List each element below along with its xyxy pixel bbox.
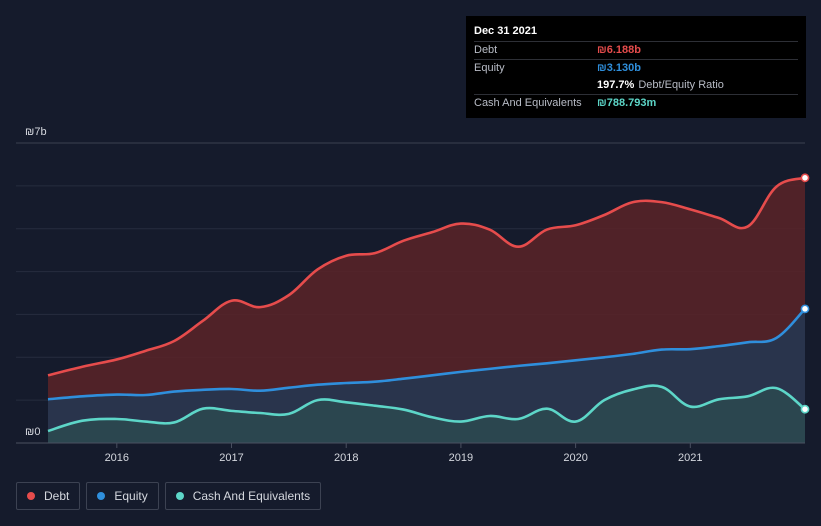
tooltip-debt-label: Debt	[474, 44, 498, 56]
debt-end-point[interactable]	[800, 173, 810, 183]
legend-item-cash[interactable]: Cash And Equivalents	[164, 482, 322, 510]
tooltip-ratio-value: 197.7%	[597, 79, 635, 91]
legend-equity-label: Equity	[114, 489, 148, 503]
tooltip-equity-row: Equity ₪3.130b	[474, 59, 798, 77]
series-end-markers	[800, 173, 810, 414]
tooltip-equity-label: Equity	[474, 62, 505, 74]
tooltip-debt-row: Debt ₪6.188b	[474, 41, 798, 59]
tooltip-date: Dec 31 2021	[474, 25, 537, 37]
tooltip-cash-value: ₪788.793m	[597, 97, 657, 109]
x-axis-ticks: 2016 2017 2018 2019 2020 2021	[105, 443, 703, 464]
cash-line	[47, 384, 806, 433]
legend-debt-label: Debt	[44, 489, 70, 503]
equity-end-point[interactable]	[800, 304, 810, 314]
tooltip-equity-value: ₪3.130b	[597, 62, 641, 74]
x-tick-label: 2018	[334, 452, 358, 464]
legend-cash-dot-icon	[175, 492, 184, 500]
cash-area	[48, 385, 805, 443]
legend-cash-label: Cash And Equivalents	[192, 489, 311, 503]
x-tick-label: 2016	[105, 452, 129, 464]
legend-debt-dot-icon	[27, 492, 35, 500]
x-tick-label: 2017	[219, 452, 243, 464]
series-areas	[48, 177, 805, 444]
tooltip-ratio-label: Debt/Equity Ratio	[638, 79, 724, 91]
debt-line	[47, 176, 806, 377]
tooltip-ratio-row: 197.7% Debt/Equity Ratio	[474, 77, 798, 94]
legend-item-debt[interactable]: Debt	[16, 482, 81, 510]
tooltip-panel: Dec 31 2021 Debt ₪6.188b Equity ₪3.130b …	[466, 16, 806, 118]
y-axis-min-label: ₪0	[25, 426, 40, 438]
y-axis-max-label: ₪7b	[25, 126, 47, 138]
x-tick-label: 2019	[449, 452, 473, 464]
chart-legend: Debt Equity Cash And Equivalents	[16, 482, 327, 510]
tooltip-cash-label: Cash And Equivalents	[474, 97, 582, 109]
x-tick-label: 2020	[563, 452, 587, 464]
equity-line	[47, 307, 806, 401]
legend-item-equity[interactable]: Equity	[86, 482, 159, 510]
cash-end-point[interactable]	[800, 404, 810, 414]
tooltip-cash-row: Cash And Equivalents ₪788.793m	[474, 94, 798, 112]
x-tick-label: 2021	[678, 452, 702, 464]
legend-equity-dot-icon	[97, 492, 106, 500]
series-lines	[47, 176, 806, 433]
tooltip-debt-value: ₪6.188b	[597, 44, 641, 56]
